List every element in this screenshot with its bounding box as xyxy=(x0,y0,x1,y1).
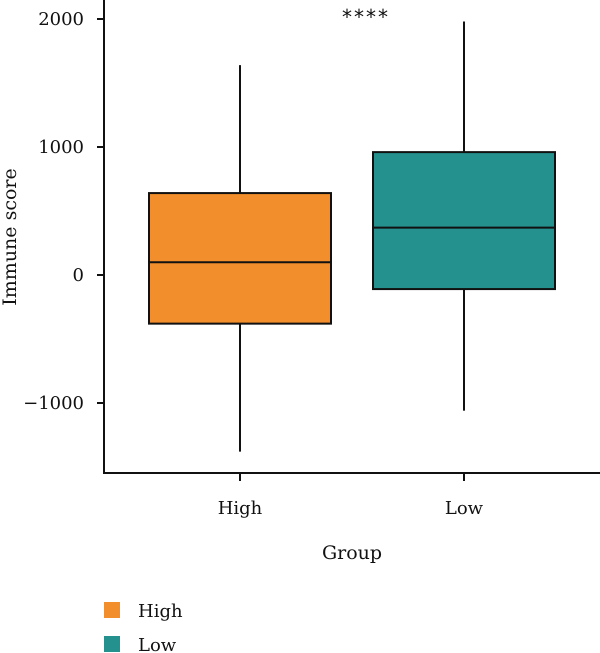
y-tick-label: 0 xyxy=(73,265,84,286)
significance-label: **** xyxy=(342,5,390,29)
y-axis-ticks: 2000 1000 0 −1000 xyxy=(23,9,104,414)
x-axis-title: Group xyxy=(322,542,382,564)
y-axis-title: Immune score xyxy=(0,168,21,305)
x-axis-ticks: High Low xyxy=(218,473,484,519)
legend-swatch-high xyxy=(104,602,120,618)
legend-swatch-low xyxy=(104,636,120,652)
legend-item-low: Low xyxy=(104,635,177,653)
y-tick-label: −1000 xyxy=(23,393,84,414)
x-tick-label: High xyxy=(218,498,263,519)
legend-label-high: High xyxy=(138,601,183,622)
y-tick-label: 2000 xyxy=(38,9,84,30)
box-group-high xyxy=(148,65,332,452)
box-group-low xyxy=(372,21,556,411)
box-high xyxy=(148,192,332,325)
legend-item-high: High xyxy=(104,601,183,622)
x-tick-label: Low xyxy=(445,498,484,519)
legend-label-low: Low xyxy=(138,635,177,653)
box-plot-boxes xyxy=(148,21,556,452)
y-tick-label: 1000 xyxy=(38,137,84,158)
legend: High Low xyxy=(104,601,183,653)
box-low xyxy=(372,151,556,291)
